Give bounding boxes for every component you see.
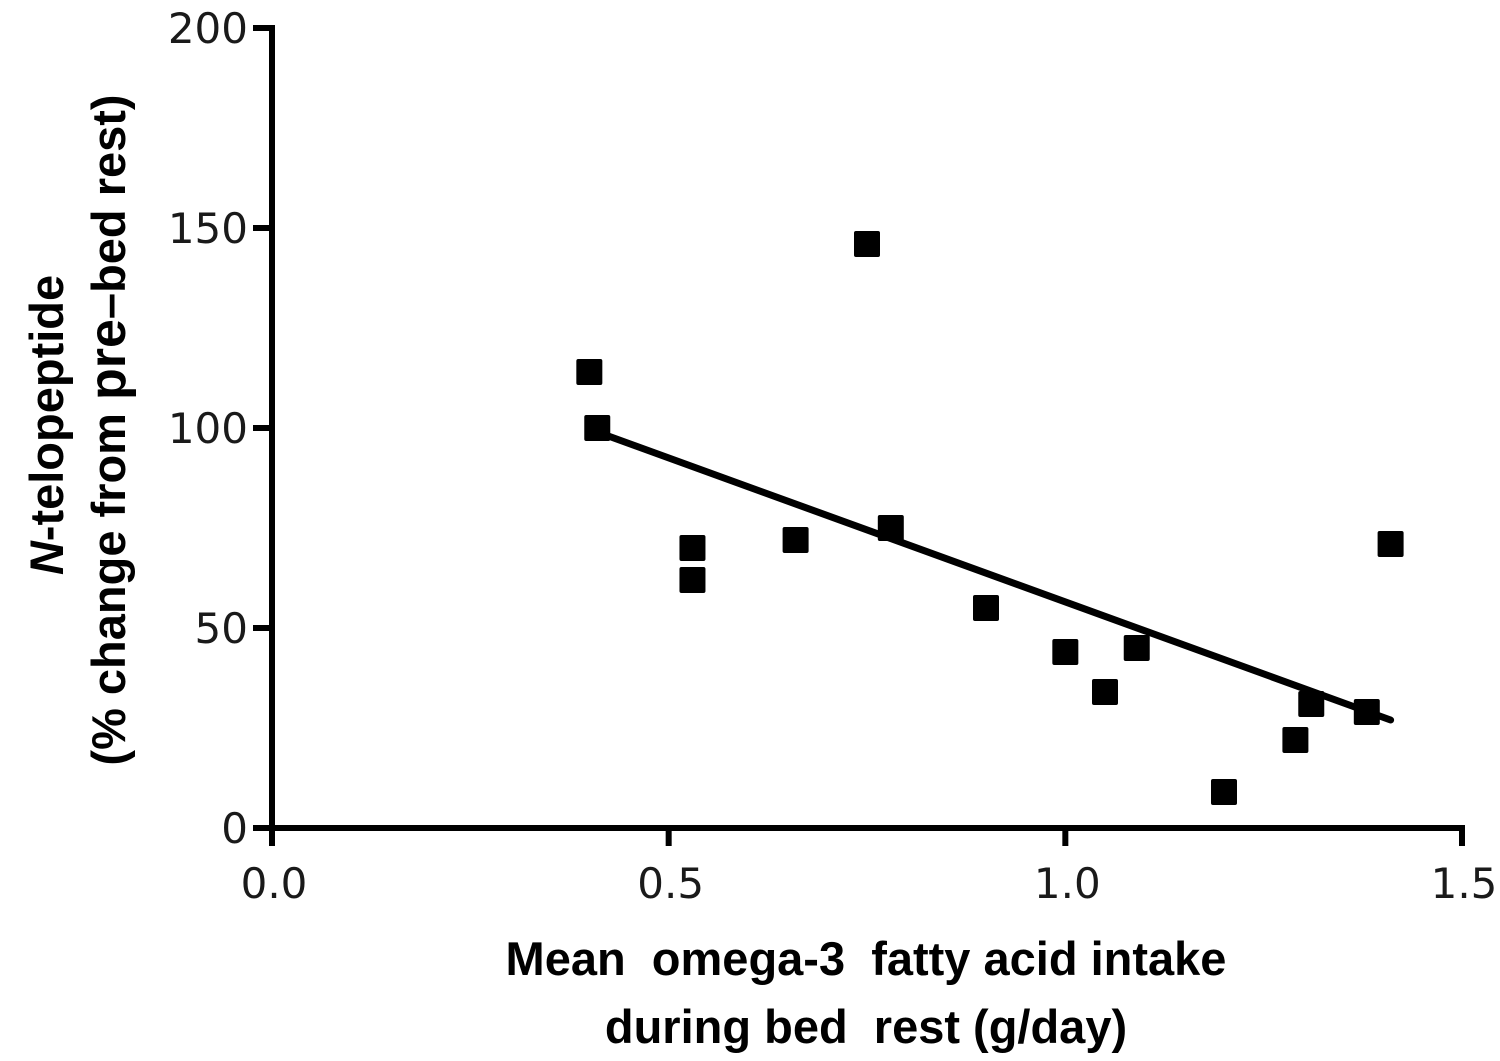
- regression-line: [593, 428, 1395, 724]
- y-tick-label: 200: [168, 4, 248, 53]
- y-axis-title-rest: -telopeptide: [20, 275, 73, 541]
- y-tick-label: 50: [195, 604, 248, 653]
- data-point: [679, 567, 706, 593]
- data-point: [576, 359, 603, 385]
- data-point: [679, 535, 706, 561]
- y-axis-title-highlight: pre: [79, 319, 137, 400]
- data-point: [877, 515, 904, 541]
- x-ticks: 0.0 0.5 1.0 1.5: [241, 828, 1498, 908]
- data-point: [1353, 699, 1380, 725]
- y-axis-title-line-2: (% change from pre–bed rest): [79, 94, 137, 765]
- data-point: [1052, 639, 1079, 665]
- data-point: [1282, 727, 1309, 753]
- y-axis-title-prefix: (% change from: [82, 400, 135, 766]
- y-ticks: 0 50 100 150 200: [168, 4, 272, 853]
- x-axis-title-line-2: during bed rest (g/day): [605, 1000, 1127, 1053]
- data-point: [1211, 779, 1237, 805]
- svg-text:(% change from pre–bed rest): (% change from pre–bed rest): [79, 94, 137, 765]
- data-point: [782, 527, 809, 553]
- y-axis-title-line-1: N-telopeptide: [20, 275, 73, 575]
- data-point: [1123, 635, 1150, 661]
- data-point: [973, 595, 999, 621]
- x-tick-label: 1.5: [1431, 859, 1498, 908]
- y-tick-label: 0: [221, 804, 248, 853]
- data-point: [854, 231, 880, 257]
- svg-text:N-telopeptide: N-telopeptide: [20, 275, 73, 575]
- y-tick-label: 100: [168, 404, 248, 453]
- axes: 0 50 100 150 200 0.0 0.5 1.0 1.5: [168, 4, 1498, 908]
- x-tick-label: 0.5: [637, 859, 704, 908]
- y-axis-title-italic: N: [20, 540, 73, 575]
- x-axis-title-line-1: Mean omega-3 fatty acid intake: [506, 932, 1227, 985]
- y-axis-title-suffix: –bed rest): [82, 94, 135, 319]
- plot-marks: [576, 231, 1404, 805]
- data-point: [1377, 531, 1404, 557]
- y-tick-label: 150: [168, 204, 248, 253]
- data-point: [1298, 691, 1325, 717]
- data-point: [1092, 679, 1118, 705]
- data-point: [584, 415, 611, 441]
- x-tick-label: 0.0: [241, 859, 308, 908]
- x-tick-label: 1.0: [1034, 859, 1101, 908]
